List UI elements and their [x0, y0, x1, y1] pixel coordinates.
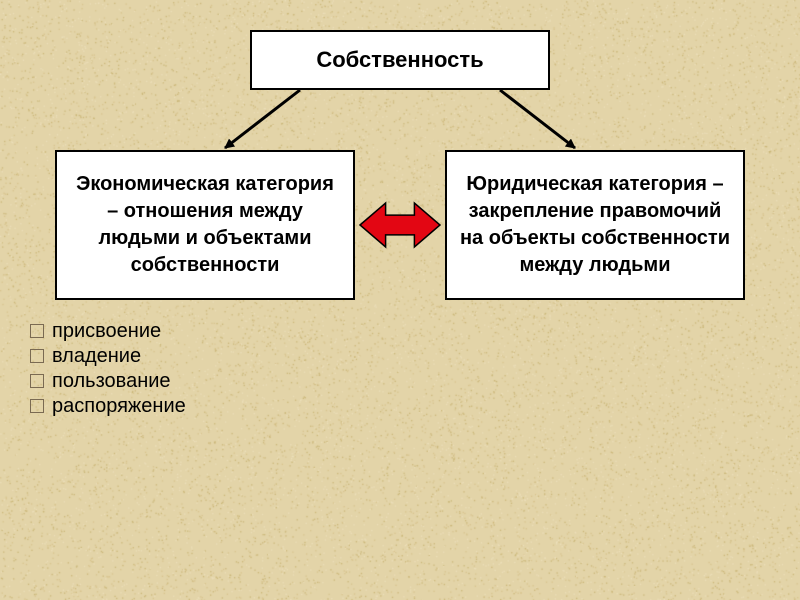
bullet-item: присвоение — [30, 320, 186, 343]
bullet-item: пользование — [30, 370, 186, 393]
box-economic-category: Экономическая категория – отношения межд… — [55, 150, 355, 300]
double-arrow-icon — [360, 203, 440, 247]
arrows-layer — [0, 0, 800, 600]
arrow-to-economic — [225, 90, 300, 148]
box-legal-category: Юридическая категория – закрепление прав… — [445, 150, 745, 300]
arrow-to-legal — [500, 90, 575, 148]
box-economic-category-text: Экономическая категория – отношения межд… — [69, 171, 341, 279]
box-property-title-text: Собственность — [316, 47, 483, 73]
bullet-item: владение — [30, 345, 186, 368]
box-legal-category-text: Юридическая категория – закрепление прав… — [459, 171, 731, 279]
bullet-list: присвоениевладениепользованиераспоряжени… — [30, 320, 186, 420]
bullet-item: распоряжение — [30, 395, 186, 418]
diagram-container: Собственность Экономическая категория – … — [0, 0, 800, 600]
box-property-title: Собственность — [250, 30, 550, 90]
